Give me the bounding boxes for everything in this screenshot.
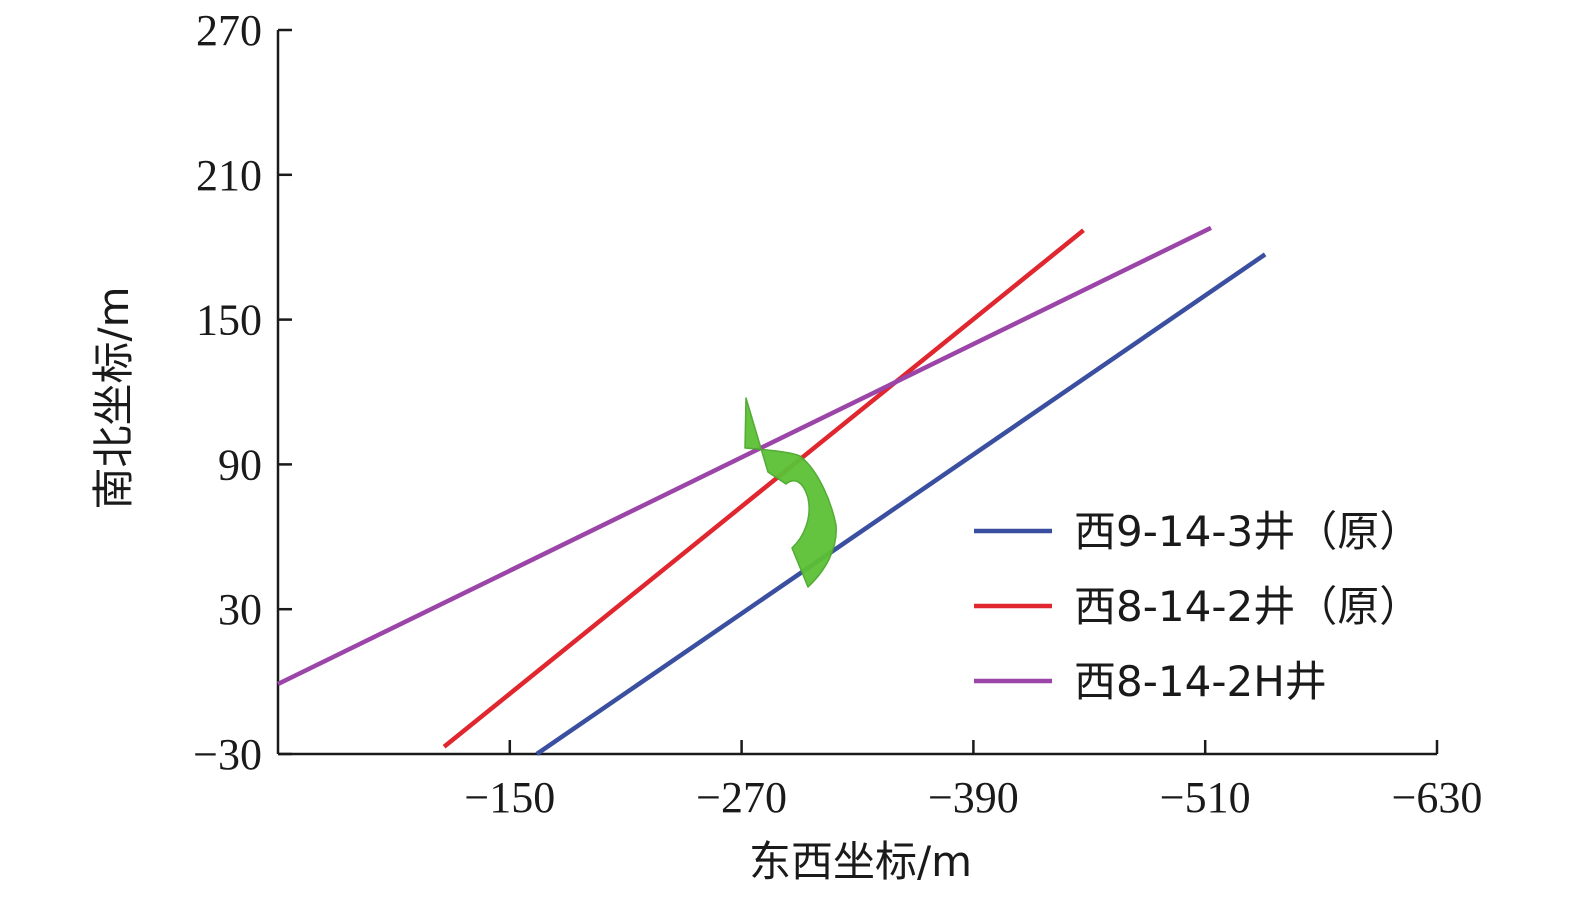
series-line-1 <box>442 228 1085 749</box>
y-tick-label: 90 <box>218 440 262 489</box>
legend-label-0: 西9-14-3井（原） <box>1074 507 1421 556</box>
legend: 西9-14-3井（原） 西8-14-2井（原） 西8-14-2H井 <box>974 507 1421 706</box>
legend-label-1: 西8-14-2井（原） <box>1074 582 1421 631</box>
x-tick-label: −630 <box>1392 773 1483 822</box>
y-tick-label: 150 <box>196 296 262 345</box>
x-tick-label: −270 <box>696 773 787 822</box>
axes <box>276 30 1437 756</box>
y-tick-label: −30 <box>193 730 262 779</box>
y-tick-label: 30 <box>218 585 262 634</box>
y-ticks: −30 30 90 150 210 270 <box>193 6 292 779</box>
series-line-0 <box>535 252 1267 756</box>
curved-arrow-icon <box>744 397 837 588</box>
series-lines <box>277 225 1267 756</box>
x-tick-label: −150 <box>464 773 555 822</box>
x-tick-label: −390 <box>928 773 1019 822</box>
x-tick-label: −510 <box>1160 773 1251 822</box>
x-axis-title: 东西坐标/m <box>749 837 972 886</box>
y-tick-label: 210 <box>196 151 262 200</box>
x-ticks: −150 −270 −390 −510 −630 <box>464 740 1482 822</box>
y-tick-label: 270 <box>196 6 262 55</box>
series-line-2 <box>277 225 1212 687</box>
legend-label-2: 西8-14-2H井 <box>1074 657 1327 706</box>
annotation-layer <box>744 397 837 588</box>
y-axis-title: 南北坐标/m <box>89 286 138 509</box>
